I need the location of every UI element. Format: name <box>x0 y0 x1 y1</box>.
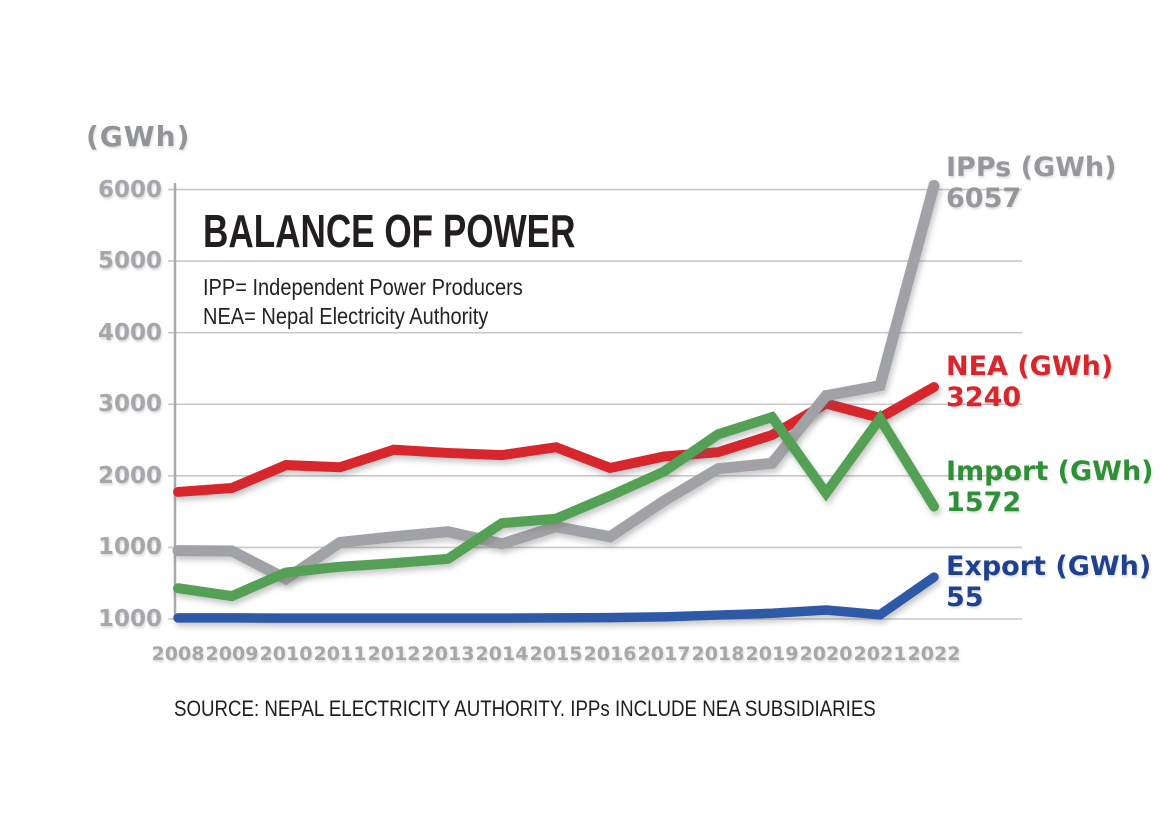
end-label-series-value: 1572 <box>946 487 1022 518</box>
end-label-export: Export (GWh) 55 <box>946 551 1151 613</box>
x-tick-label: 2015 <box>529 643 583 665</box>
y-tick-label: 1000 <box>97 534 162 561</box>
series-line-export <box>173 572 939 623</box>
title-block: BALANCE OF POWER IPP= Independent Power … <box>203 205 681 331</box>
chart-subtitle-line2: NEA= Nepal Electricity Authority <box>203 303 489 329</box>
x-tick-label: 2013 <box>421 643 475 665</box>
x-tick-label: 2019 <box>745 643 799 665</box>
end-label-nea: NEA (GWh) 3240 <box>946 351 1113 413</box>
y-tick-label: 3000 <box>97 391 162 418</box>
x-tick-label: 2012 <box>367 643 421 665</box>
x-tick-label: 2014 <box>475 643 529 665</box>
end-label-import: Import (GWh) 1572 <box>946 456 1154 518</box>
chart-subtitle-line1: IPP= Independent Power Producers <box>203 274 523 300</box>
end-label-series-value: 3240 <box>946 382 1022 413</box>
chart-title: BALANCE OF POWER <box>203 205 576 258</box>
y-axis-title: (GWh) <box>86 120 191 153</box>
y-tick-label: 4000 <box>97 319 162 346</box>
y-tick-label: 2000 <box>97 462 162 489</box>
x-tick-label: 2008 <box>151 643 205 665</box>
end-label-ipps: IPPs (GWh) 6057 <box>946 152 1116 214</box>
source-note: SOURCE: NEPAL ELECTRICITY AUTHORITY. IPP… <box>174 696 876 721</box>
x-tick-label: 2011 <box>313 643 367 665</box>
series-line-import <box>173 409 939 602</box>
end-label-series-value: 55 <box>946 582 984 613</box>
x-tick-label: 2022 <box>907 643 961 665</box>
end-label-series-name: Export (GWh) <box>946 551 1152 582</box>
x-tick-label: 2017 <box>637 643 691 665</box>
x-tick-label: 2021 <box>853 643 907 665</box>
y-tick-label: 6000 <box>97 176 162 203</box>
x-tick-label: 2009 <box>205 643 259 665</box>
end-label-series-name: NEA (GWh) <box>946 351 1114 382</box>
y-tick-label: 1000 <box>97 606 162 632</box>
end-label-series-name: Import (GWh) <box>946 456 1154 487</box>
x-tick-label: 2016 <box>583 643 637 665</box>
y-tick-label: 5000 <box>97 248 162 275</box>
x-tick-label: 2020 <box>799 643 853 665</box>
x-tick-label: 2018 <box>691 643 745 665</box>
end-label-series-value: 6057 <box>946 183 1022 214</box>
end-label-series-name: IPPs (GWh) <box>946 152 1117 183</box>
x-tick-label: 2010 <box>259 643 313 665</box>
